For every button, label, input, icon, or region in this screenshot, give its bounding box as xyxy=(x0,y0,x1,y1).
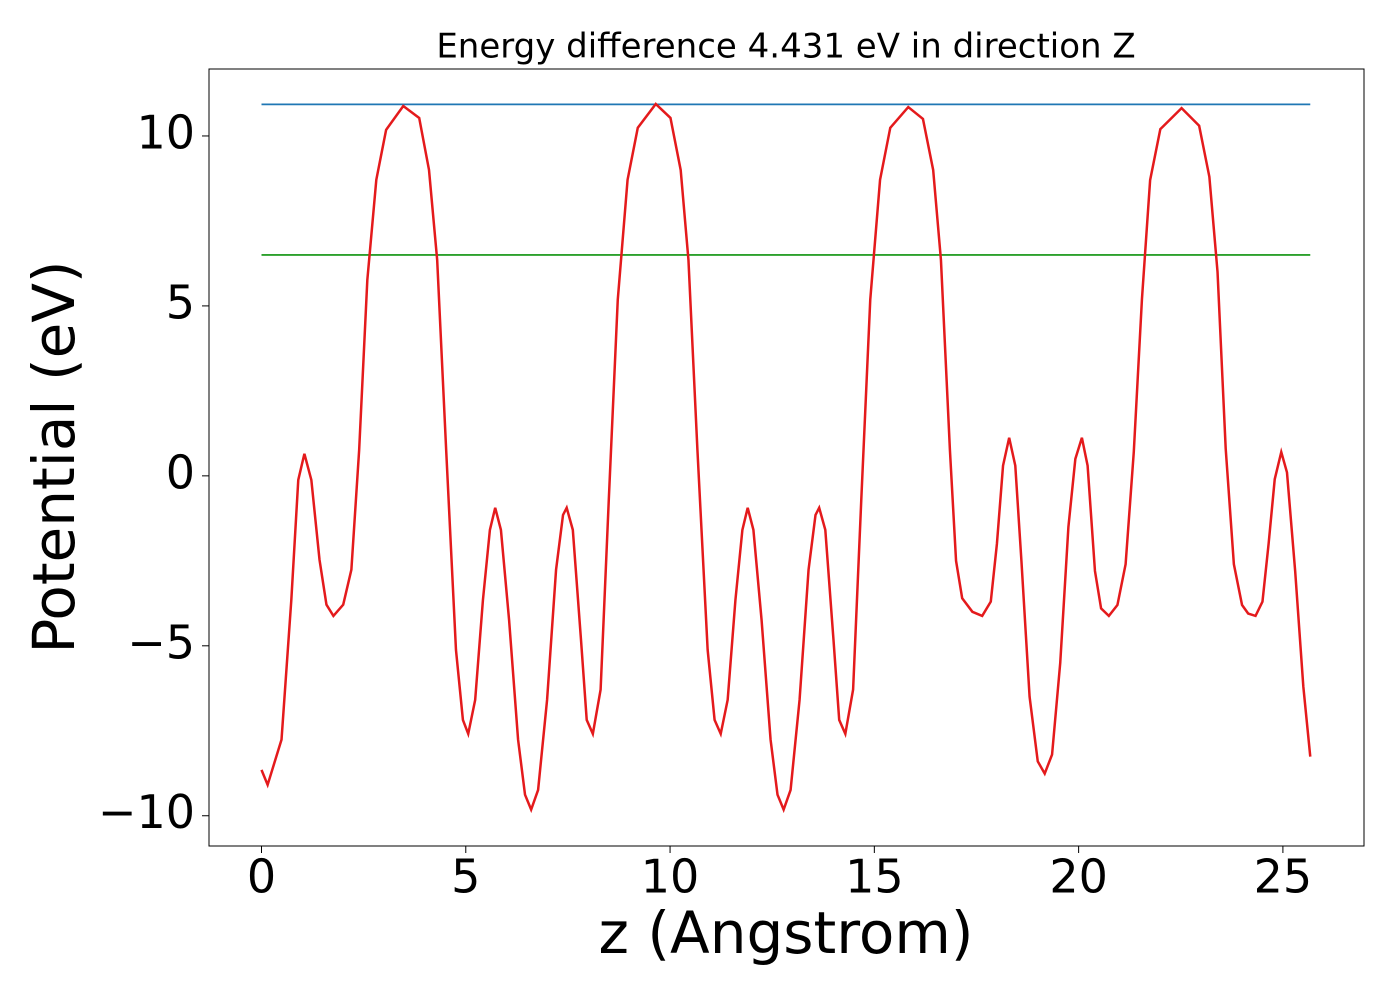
x-tick-label: 25 xyxy=(1254,850,1313,904)
y-tick-label: −10 xyxy=(98,785,195,839)
x-tick-label: 5 xyxy=(451,850,480,904)
y-tick-label: 0 xyxy=(166,445,195,499)
x-axis-label: z (Angstrom) xyxy=(599,899,974,967)
line-series xyxy=(260,102,1312,814)
x-tick-label: 10 xyxy=(641,850,700,904)
y-tick-label: −5 xyxy=(127,615,195,669)
y-tick-label: 5 xyxy=(166,275,195,329)
y-axis-label: Potential (eV) xyxy=(20,260,88,653)
x-tick-label: 20 xyxy=(1049,850,1108,904)
x-tick-label: 15 xyxy=(845,850,904,904)
y-tick-label: 10 xyxy=(136,105,195,159)
chart-title: Energy difference 4.431 eV in direction … xyxy=(436,27,1135,67)
x-tick-label: 0 xyxy=(247,850,276,904)
plot-frame xyxy=(208,68,1365,847)
